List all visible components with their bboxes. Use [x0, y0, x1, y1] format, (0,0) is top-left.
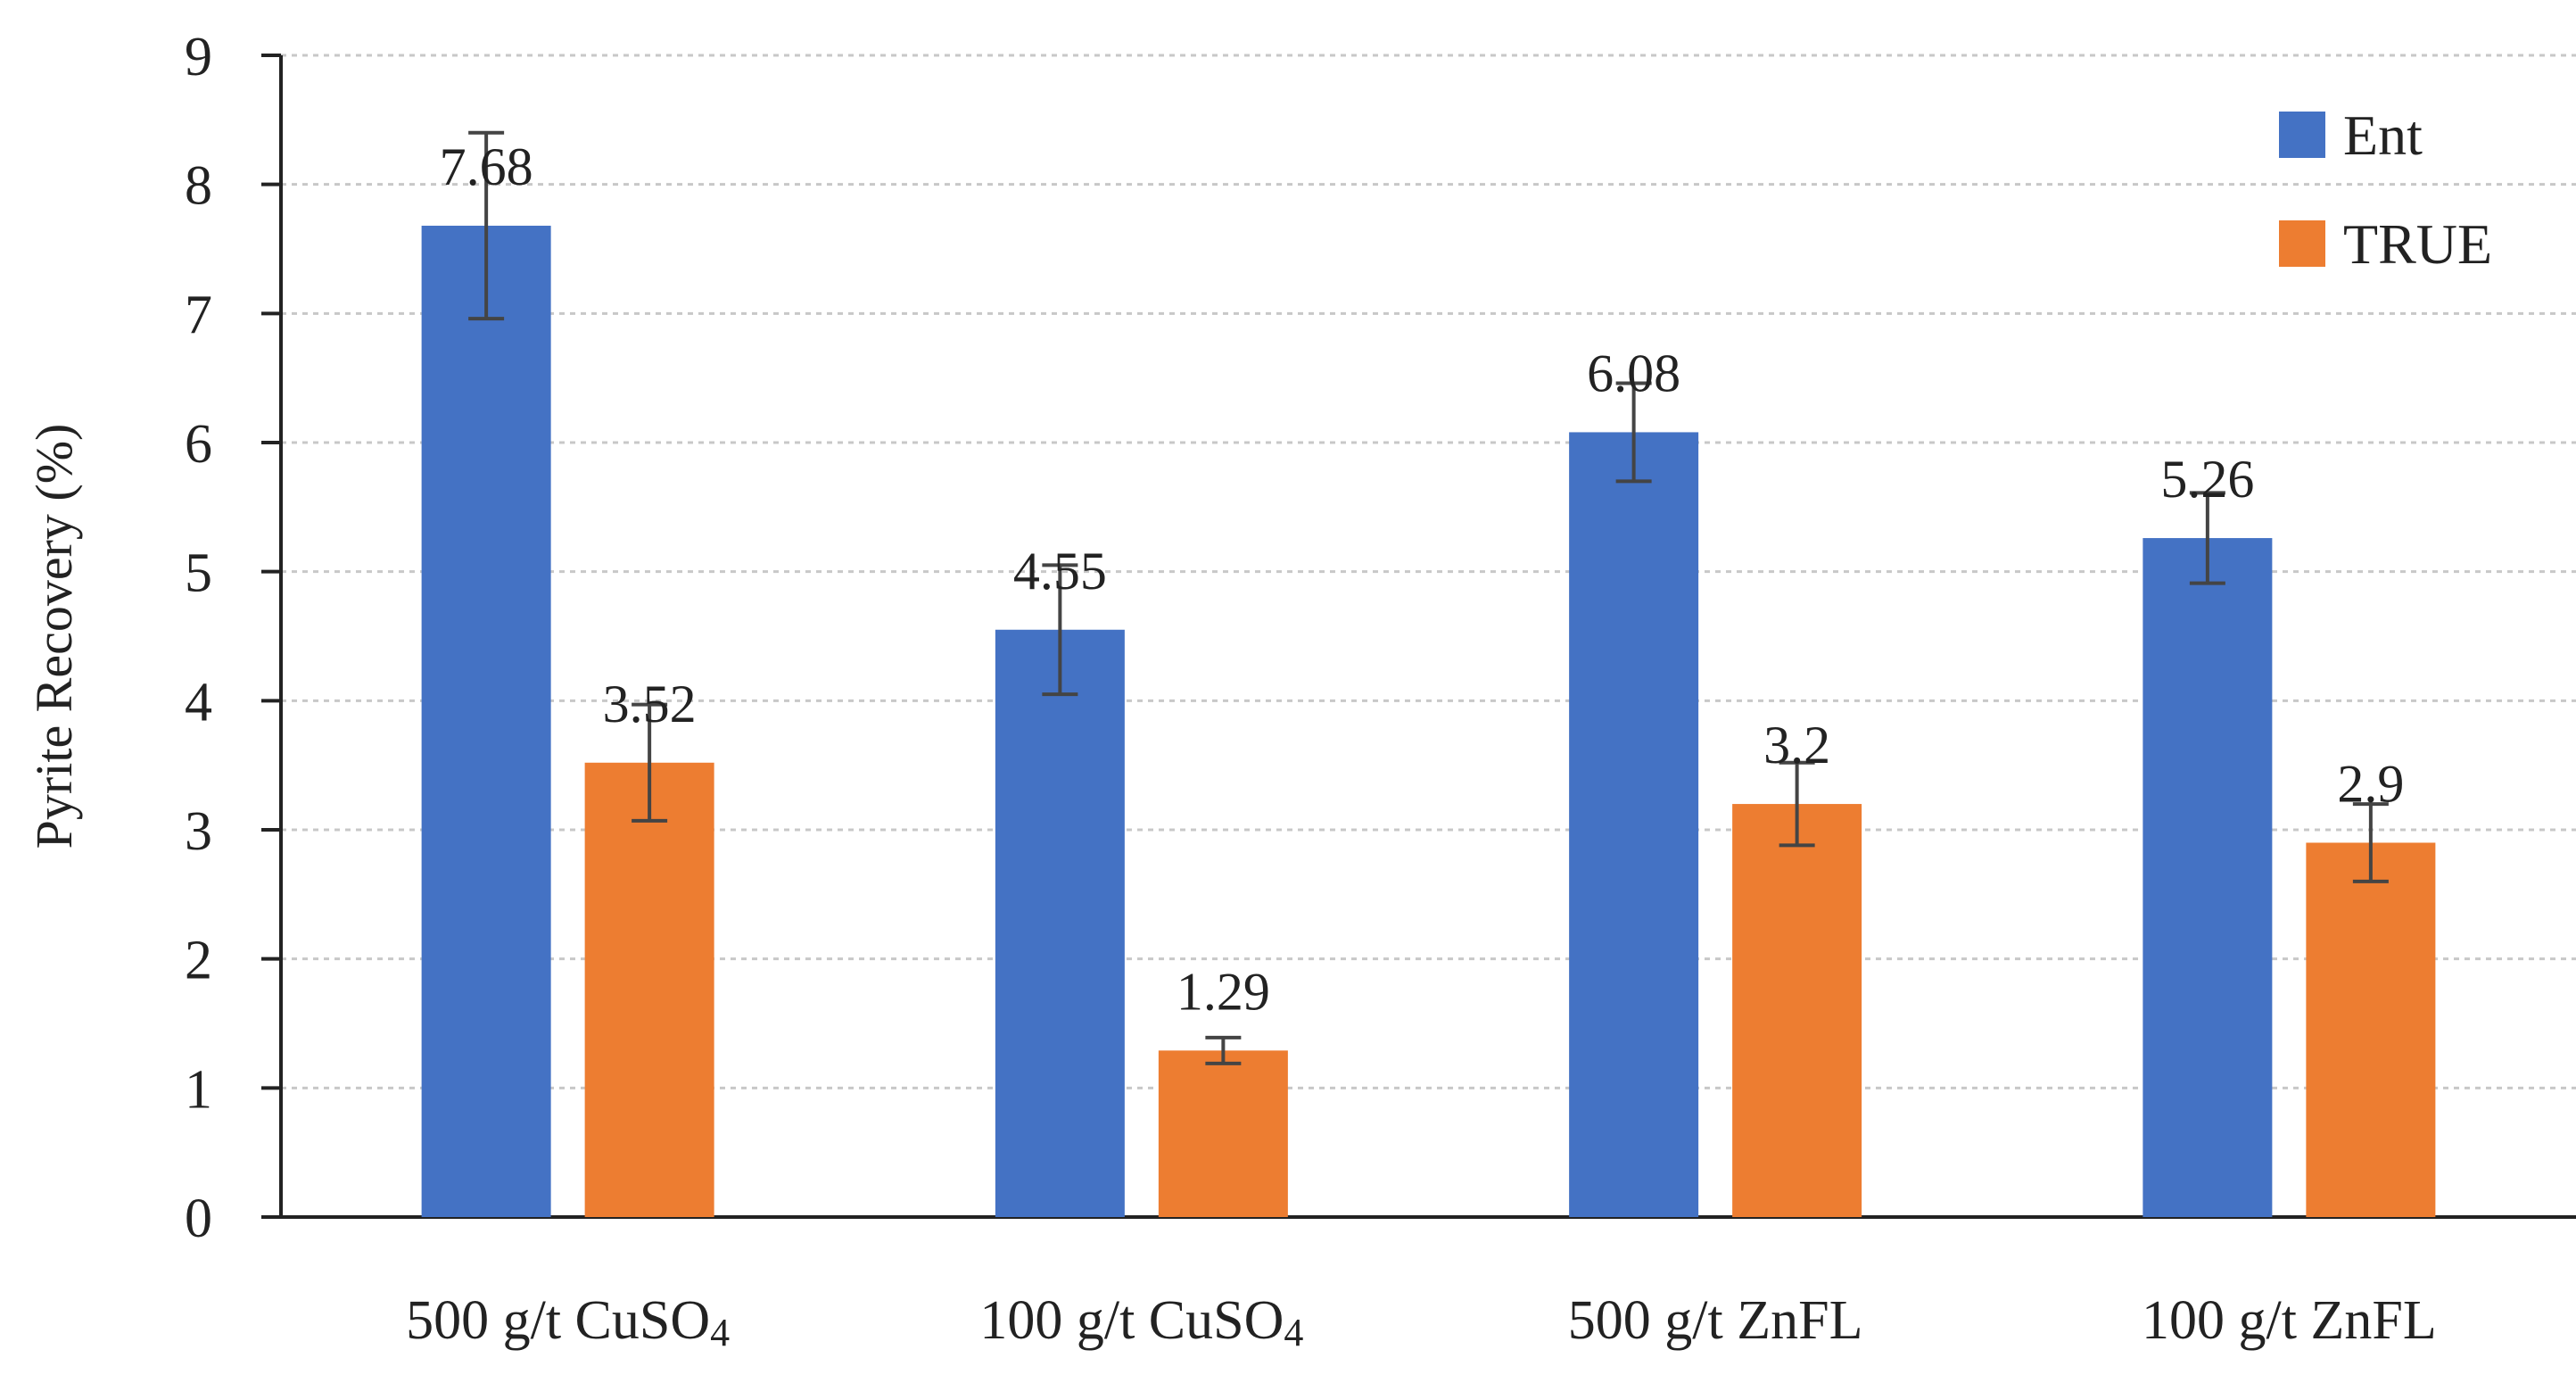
- bar-true-3: [2306, 842, 2436, 1217]
- data-label: 6.08: [1587, 344, 1680, 402]
- legend-swatch-true: [2279, 220, 2325, 267]
- data-label: 7.68: [440, 137, 533, 196]
- bar-true-2: [1732, 804, 1862, 1217]
- y-axis-title: Pyrite Recovery (%): [25, 424, 83, 849]
- bar-ent-3: [2143, 538, 2273, 1217]
- x-tick-label: 500 g/t ZnFL: [1568, 1290, 1863, 1351]
- bar-ent-0: [421, 225, 551, 1218]
- legend-label-true: TRUE: [2343, 212, 2492, 276]
- y-tick-label: 0: [185, 1188, 212, 1249]
- y-tick-label: 3: [185, 801, 212, 862]
- data-label: 3.52: [603, 675, 697, 733]
- x-tick-label: 100 g/t CuSO4: [979, 1290, 1303, 1354]
- legend-swatch-ent: [2279, 112, 2325, 158]
- bar-true-0: [584, 762, 714, 1217]
- y-tick-label: 8: [185, 156, 212, 217]
- x-tick-label: 100 g/t ZnFL: [2142, 1290, 2437, 1351]
- y-tick-label: 7: [185, 285, 212, 345]
- data-label: 1.29: [1177, 962, 1270, 1021]
- y-tick-label: 4: [185, 672, 212, 733]
- y-tick-label: 6: [185, 414, 212, 475]
- data-label: 4.55: [1013, 542, 1107, 600]
- y-tick-label: 1: [185, 1059, 212, 1120]
- bar-ent-1: [995, 629, 1125, 1217]
- data-label: 5.26: [2160, 450, 2254, 509]
- data-label: 3.2: [1763, 716, 1830, 774]
- data-label: 2.9: [2337, 754, 2404, 813]
- y-tick-label: 5: [185, 543, 212, 604]
- legend-label-ent: Ent: [2343, 104, 2423, 167]
- y-tick-label: 9: [185, 27, 212, 87]
- bar-true-1: [1158, 1050, 1288, 1217]
- x-tick-label: 500 g/t CuSO4: [406, 1290, 730, 1354]
- y-tick-label: 2: [185, 931, 212, 991]
- bar-ent-2: [1569, 432, 1699, 1218]
